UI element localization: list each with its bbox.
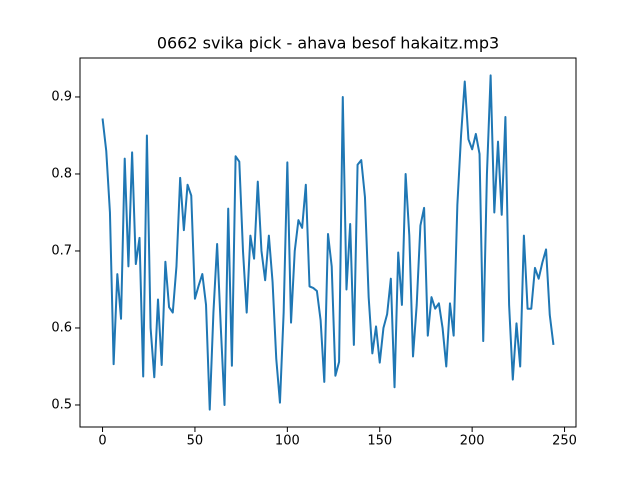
y-tick-label: 0.6 [51, 320, 72, 335]
x-tick-label: 0 [98, 434, 106, 449]
y-tick-label: 0.8 [51, 166, 72, 181]
plot-frame [79, 57, 577, 428]
x-tick-label: 250 [552, 434, 577, 449]
y-tick-label: 0.7 [51, 243, 72, 258]
x-tick-label: 100 [275, 434, 300, 449]
x-tick-label: 200 [460, 434, 485, 449]
chart-title: 0662 svika pick - ahava besof hakaitz.mp… [157, 34, 499, 53]
y-tick-label: 0.5 [51, 397, 72, 412]
x-tick-label: 50 [187, 434, 204, 449]
y-tick-label: 0.9 [51, 89, 72, 104]
line [101, 74, 555, 411]
x-tick-label: 150 [367, 434, 392, 449]
